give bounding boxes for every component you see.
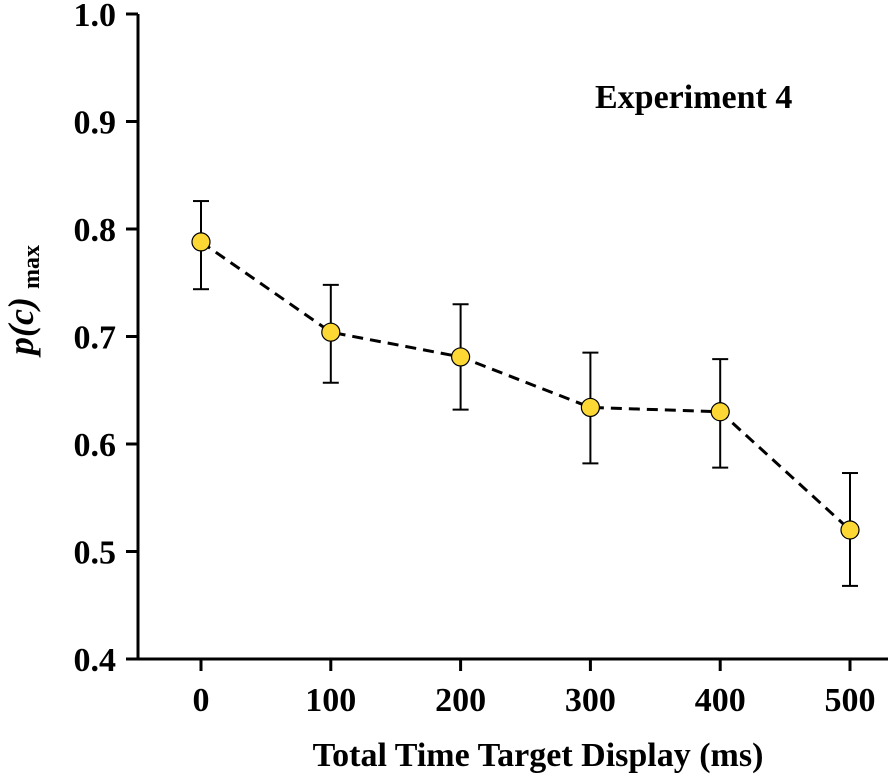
- x-tick-label: 100: [305, 682, 356, 719]
- y-axis-title-sub: max: [19, 245, 45, 289]
- y-tick-label: 1.0: [74, 0, 117, 34]
- data-point: [840, 520, 860, 540]
- error-bars: [193, 200, 858, 587]
- y-axis-title-main: p(c): [1, 297, 41, 358]
- y-tick-label: 0.8: [74, 212, 117, 249]
- y-tick-label: 0.4: [74, 642, 117, 679]
- x-tick-label: 500: [825, 682, 876, 719]
- x-tick-label: 0: [193, 682, 210, 719]
- series-lines: [200, 240, 852, 532]
- data-points: [191, 232, 860, 540]
- data-point: [321, 322, 341, 342]
- data-point: [580, 397, 601, 418]
- x-tick-label: 200: [435, 682, 486, 719]
- x-tick-label: 400: [695, 682, 746, 719]
- x-tick-label: 300: [565, 682, 616, 719]
- x-ticks: 0 100 200 300 400 500: [193, 659, 876, 719]
- experiment-annotation: Experiment 4: [595, 79, 792, 116]
- y-tick-label: 0.5: [74, 535, 117, 572]
- y-ticks: 0.4 0.5 0.6 0.7 0.8 0.9 1.0: [74, 0, 138, 679]
- y-tick-label: 0.7: [74, 320, 117, 357]
- data-point: [710, 402, 730, 422]
- data-point: [451, 347, 471, 367]
- y-tick-label: 0.6: [74, 427, 117, 464]
- x-axis-title: Total Time Target Display (ms): [313, 737, 764, 774]
- svg-text:p(c)max: p(c) max: [1, 245, 45, 358]
- y-tick-label: 0.9: [74, 105, 117, 142]
- y-axis-title: p(c) max: [1, 245, 45, 358]
- series-line: [200, 240, 852, 532]
- data-point: [191, 232, 211, 252]
